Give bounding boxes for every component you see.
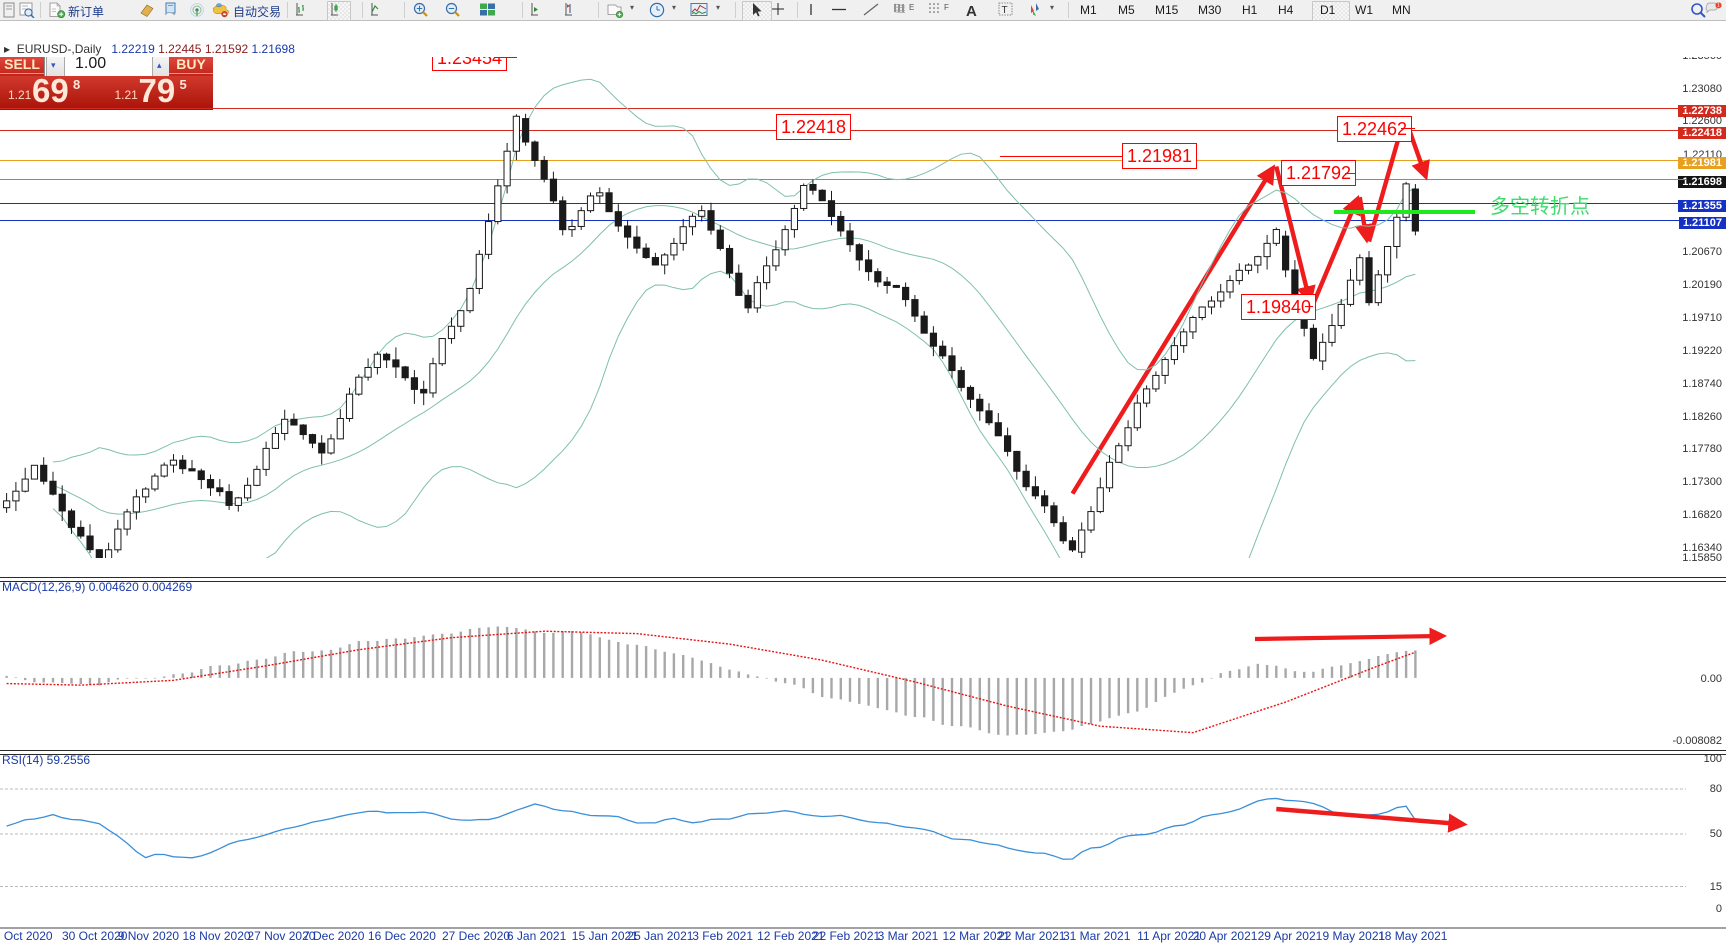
svg-text:1: 1 [1717,3,1720,9]
svg-text:T: T [1002,5,1008,16]
